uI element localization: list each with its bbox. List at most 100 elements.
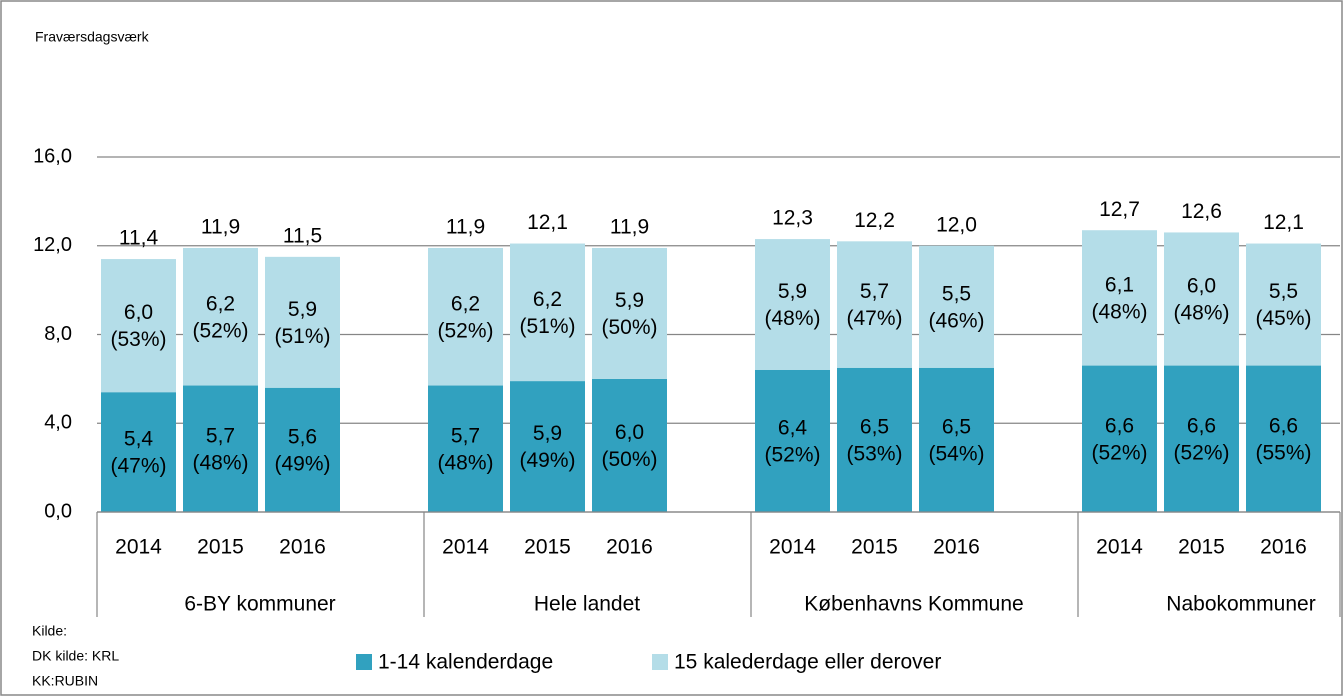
bar-segment: [1164, 232, 1239, 366]
value-label: 6,2: [451, 292, 480, 315]
share-label: (54%): [928, 442, 984, 465]
share-label: (52%): [1091, 441, 1147, 464]
x-tick-label: 2016: [606, 536, 653, 559]
x-tick-label: 2014: [769, 536, 816, 559]
total-label: 12,1: [1263, 211, 1304, 234]
value-label: 6,2: [206, 292, 235, 315]
source: DK kilde: KRL: [32, 648, 119, 664]
bar-segment: [428, 247, 503, 386]
bar-segment: [837, 241, 912, 368]
x-tick-label: 2015: [197, 536, 244, 559]
group-label: 6-BY kommuner: [184, 593, 335, 616]
share-label: (52%): [192, 319, 248, 342]
bar-segment: [1246, 243, 1321, 366]
bar-segment: [755, 239, 830, 370]
legend-swatch: [652, 654, 668, 670]
x-tick-label: 2014: [1096, 536, 1143, 559]
y-tick-label: 8,0: [44, 323, 72, 345]
x-tick-label: 2016: [279, 536, 326, 559]
x-tick-label: 2015: [1178, 536, 1225, 559]
share-label: (52%): [437, 319, 493, 342]
value-label: 6,6: [1105, 414, 1134, 437]
bar-segment: [101, 392, 176, 512]
value-label: 6,2: [533, 288, 562, 311]
bar-segment: [428, 385, 503, 512]
share-label: (52%): [1173, 441, 1229, 464]
total-label: 11,9: [201, 216, 240, 239]
value-label: 5,4: [124, 428, 154, 451]
share-label: (45%): [1255, 307, 1311, 330]
value-label: 5,7: [451, 424, 480, 447]
value-label: 6,6: [1187, 414, 1216, 437]
share-label: (48%): [1091, 300, 1147, 323]
bar-segment: [101, 259, 176, 393]
value-label: 6,1: [1105, 273, 1134, 296]
total-label: 11,5: [283, 224, 322, 247]
x-tick-label: 2015: [851, 536, 898, 559]
share-label: (51%): [519, 315, 575, 338]
legend-swatch: [356, 654, 372, 670]
bar-segment: [1164, 365, 1239, 512]
share-label: (51%): [274, 325, 330, 348]
value-label: 5,9: [288, 298, 317, 321]
x-tick-label: 2016: [1260, 536, 1307, 559]
value-label: 5,9: [615, 289, 644, 312]
legend-label: 15 kalederdage eller derover: [674, 651, 941, 674]
y-tick-label: 12,0: [33, 234, 72, 256]
value-label: 5,7: [206, 424, 235, 447]
total-label: 12,3: [772, 207, 813, 230]
share-label: (55%): [1255, 441, 1311, 464]
share-label: (53%): [846, 442, 902, 465]
value-label: 6,6: [1269, 414, 1298, 437]
value-label: 6,0: [124, 301, 153, 324]
total-label: 12,0: [936, 213, 977, 236]
share-label: (50%): [601, 316, 657, 339]
bar-segment: [592, 247, 667, 379]
value-label: 5,9: [778, 280, 807, 303]
y-tick-label: 4,0: [44, 412, 72, 434]
share-label: (47%): [110, 455, 166, 478]
bar-segment: [510, 243, 585, 382]
y-tick-label: 16,0: [33, 145, 72, 167]
share-label: (52%): [764, 444, 820, 467]
share-label: (49%): [519, 449, 575, 472]
total-label: 12,2: [854, 209, 895, 232]
source: KK:RUBIN: [32, 673, 98, 689]
value-label: 6,0: [615, 421, 644, 444]
total-label: 11,9: [446, 216, 485, 239]
bar-segment: [919, 245, 994, 368]
source: Kilde:: [32, 623, 67, 639]
share-label: (49%): [274, 452, 330, 475]
total-label: 12,6: [1181, 200, 1222, 223]
y-tick-label: 0,0: [44, 500, 72, 522]
group-label: Hele landet: [534, 593, 640, 616]
x-tick-label: 2014: [115, 536, 162, 559]
value-label: 5,5: [942, 282, 971, 305]
bar-segment: [592, 378, 667, 512]
value-label: 6,4: [778, 417, 808, 440]
value-label: 5,7: [860, 280, 889, 303]
total-label: 12,7: [1099, 198, 1140, 221]
total-label: 11,4: [119, 227, 159, 250]
share-label: (53%): [110, 328, 166, 351]
value-label: 6,5: [942, 415, 971, 438]
bar-segment: [183, 247, 258, 386]
x-tick-label: 2014: [442, 536, 489, 559]
value-label: 5,5: [1269, 280, 1298, 303]
y-axis-title: Fraværsdagsværk: [35, 29, 150, 45]
share-label: (46%): [928, 309, 984, 332]
legend-label: 1-14 kalenderdage: [378, 651, 553, 674]
total-label: 11,9: [610, 216, 649, 239]
bar-segment: [183, 385, 258, 512]
bar-segment: [265, 387, 340, 512]
share-label: (48%): [1173, 302, 1229, 325]
value-label: 6,0: [1187, 275, 1216, 298]
total-label: 12,1: [527, 211, 568, 234]
x-tick-label: 2015: [524, 536, 571, 559]
bar-segment: [755, 370, 830, 512]
bar-segment: [1082, 230, 1157, 366]
bar-segment: [837, 367, 912, 512]
share-label: (47%): [846, 307, 902, 330]
bar-segment: [919, 367, 994, 512]
